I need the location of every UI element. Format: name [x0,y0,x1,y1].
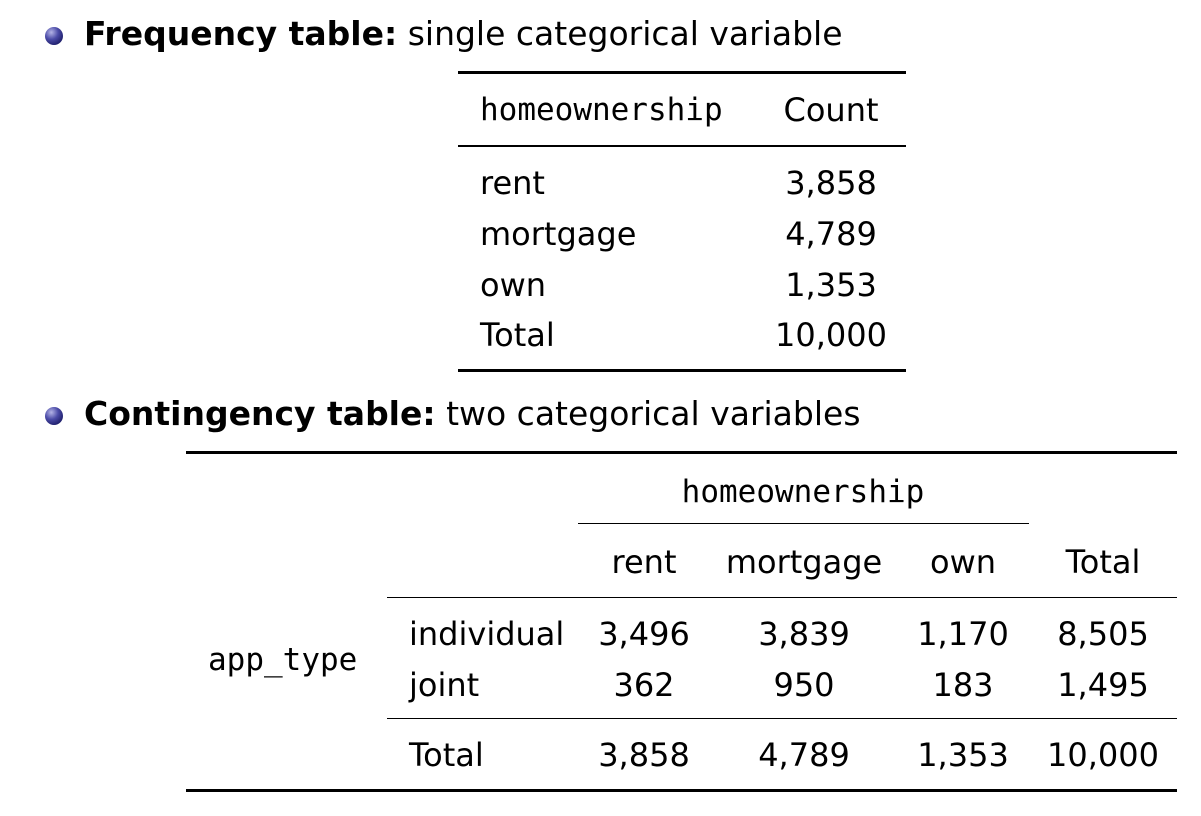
column-header-mortgage: mortgage [725,543,883,581]
row-label-total: Total [409,736,484,774]
frequency-row-count: 1,353 [785,266,877,304]
table-cell: 8,505 [1057,615,1149,653]
frequency-row-label: mortgage [480,215,637,253]
column-header-own: own [929,543,997,581]
frequency-heading: Frequency table: single categorical vari… [84,14,843,53]
table-cell: 1,353 [917,736,1009,774]
contingency-description: two categorical variables [446,394,861,433]
contingency-bottom-rule [186,789,1177,792]
contingency-total-rule [387,718,1177,719]
frequency-header-count: Count [783,91,879,129]
bullet-icon [45,407,63,425]
frequency-label: Frequency table: [84,14,398,53]
contingency-top-rule [186,451,1177,454]
frequency-row-count: 3,858 [785,164,877,202]
contingency-heading: Contingency table: two categorical varia… [84,394,861,433]
table-cell: 362 [613,666,675,704]
table-cell: 1,170 [917,615,1009,653]
table-cell: 4,789 [758,736,850,774]
frequency-bottom-rule [458,369,906,372]
contingency-label: Contingency table: [84,394,436,433]
table-cell: 3,858 [598,736,690,774]
row-label-individual: individual [409,615,565,653]
row-label-joint: joint [409,666,480,704]
frequency-mid-rule [458,145,906,147]
column-variable-label: homeownership [681,474,925,510]
column-group-rule [578,523,1029,524]
table-cell: 183 [932,666,994,704]
column-header-rent: rent [611,543,677,581]
frequency-row-label: rent [480,164,545,202]
bullet-icon [45,27,63,45]
contingency-header-rule [387,597,1177,598]
table-cell: 950 [773,666,835,704]
frequency-description: single categorical variable [407,14,843,53]
table-cell: 3,839 [758,615,850,653]
frequency-row-count: 4,789 [785,215,877,253]
column-header-total: Total [1065,543,1141,581]
frequency-total-count: 10,000 [775,316,887,354]
row-variable-label: app_type [208,642,358,678]
table-cell: 3,496 [598,615,690,653]
frequency-top-rule [458,71,906,74]
table-cell: 1,495 [1057,666,1149,704]
frequency-row-label: own [480,266,547,304]
frequency-total-label: Total [480,316,555,354]
table-cell: 10,000 [1047,736,1159,774]
frequency-header-variable: homeownership [480,92,723,128]
